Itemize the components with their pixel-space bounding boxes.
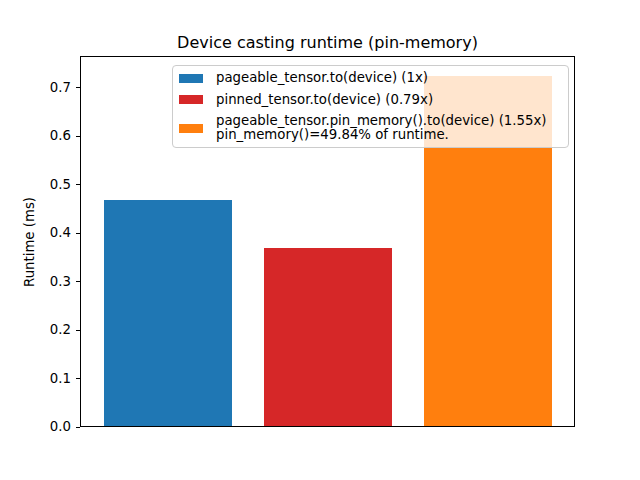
- bar-0: [104, 200, 232, 426]
- legend-row: pageable_tensor.pin_memory().to(device) …: [179, 114, 560, 142]
- legend-label: pageable_tensor.to(device) (1x): [216, 71, 428, 85]
- legend-row: pageable_tensor.to(device) (1x): [179, 71, 560, 85]
- legend-label-line2: pin_memory()=49.84% of runtime.: [216, 128, 547, 142]
- figure-canvas: Device casting runtime (pin-memory) Runt…: [0, 0, 640, 480]
- y-tick-label: 0.4: [50, 227, 71, 240]
- legend-swatch-blue: [179, 74, 203, 83]
- legend-label: pageable_tensor.pin_memory().to(device) …: [216, 114, 547, 142]
- y-tick-label: 0.0: [50, 420, 71, 433]
- y-tick-label: 0.3: [50, 275, 71, 288]
- legend: pageable_tensor.to(device) (1x) pinned_t…: [172, 65, 569, 148]
- y-tick-label: 0.5: [50, 178, 71, 191]
- chart-title: Device casting runtime (pin-memory): [80, 33, 575, 52]
- legend-swatch-red: [179, 95, 203, 104]
- legend-label-line1: pageable_tensor.pin_memory().to(device) …: [216, 114, 547, 128]
- y-tick-label: 0.1: [50, 372, 71, 385]
- y-axis: 0.00.10.20.30.40.50.60.7: [0, 56, 80, 427]
- legend-label: pinned_tensor.to(device) (0.79x): [216, 93, 433, 107]
- bar-1: [264, 248, 392, 426]
- legend-row: pinned_tensor.to(device) (0.79x): [179, 93, 560, 107]
- legend-swatch-orange: [179, 124, 203, 133]
- y-tick-label: 0.6: [50, 130, 71, 143]
- y-tick-label: 0.2: [50, 323, 71, 336]
- y-tick-label: 0.7: [50, 81, 71, 94]
- plot-area: pageable_tensor.to(device) (1x) pinned_t…: [80, 56, 575, 427]
